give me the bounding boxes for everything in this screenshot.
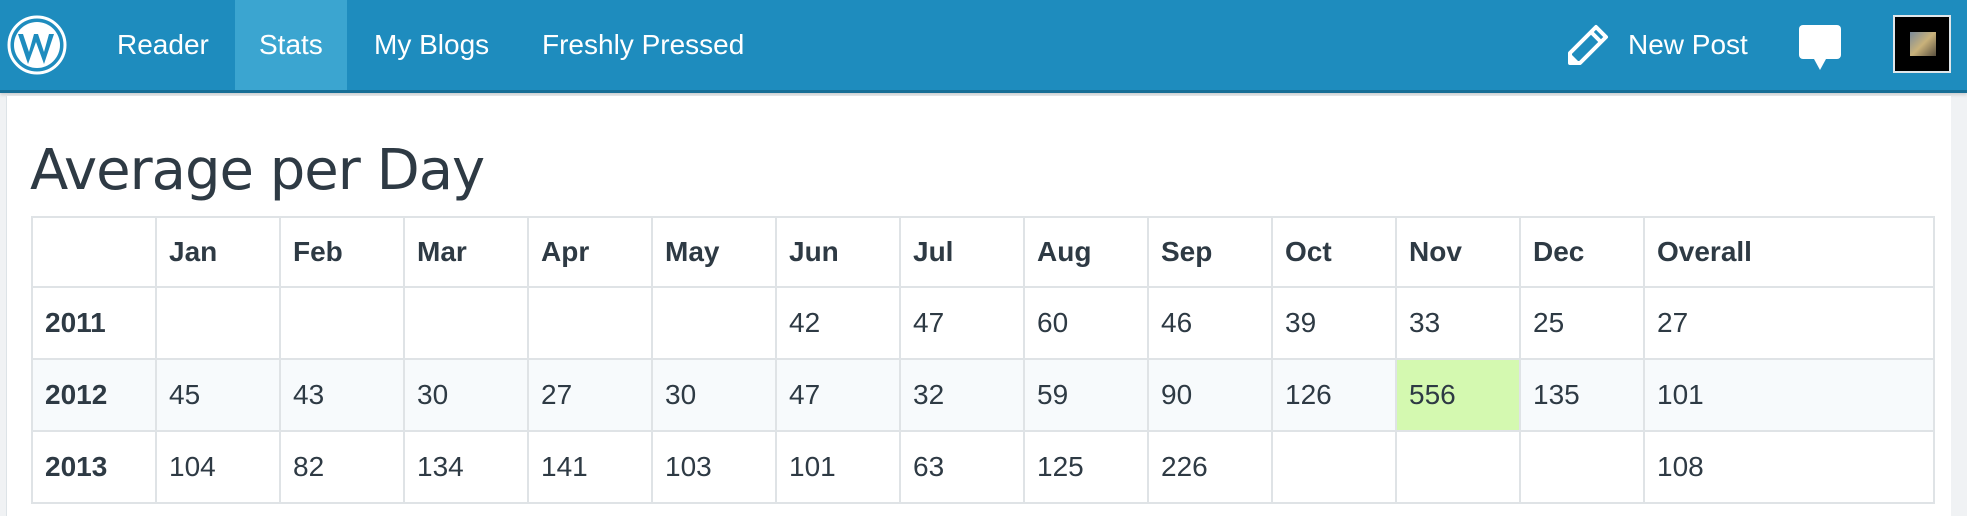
table-cell: 556 — [1395, 358, 1521, 432]
table-cell: 42 — [775, 286, 901, 360]
table-cell: 39 — [1271, 286, 1397, 360]
table-cell: 60 — [1023, 286, 1149, 360]
column-header: Sep — [1147, 216, 1273, 288]
wordpress-logo-icon[interactable] — [6, 14, 68, 76]
table-cell — [1271, 430, 1397, 504]
column-header: Dec — [1519, 216, 1645, 288]
nav-freshly-pressed[interactable]: Freshly Pressed — [542, 29, 745, 60]
column-header: May — [651, 216, 777, 288]
table-cell — [527, 286, 653, 360]
column-header: Oct — [1271, 216, 1397, 288]
nav-stats[interactable]: Stats — [235, 0, 347, 90]
new-post-button[interactable]: New Post — [1566, 0, 1748, 90]
table-cell: 27 — [527, 358, 653, 432]
average-per-day-table: Jan Feb Mar Apr May Jun Jul Aug Sep Oct Nov Dec Over… — [31, 216, 1935, 504]
table-cell: 30 — [651, 358, 777, 432]
table-cell: 134 — [403, 430, 529, 504]
row-year: 2011 — [31, 286, 157, 360]
table-cell: 108 — [1643, 430, 1935, 504]
pencil-icon — [1568, 25, 1608, 65]
table-cell: 45 — [155, 358, 281, 432]
table-cell — [155, 286, 281, 360]
table-cell: 63 — [899, 430, 1025, 504]
table-cell: 43 — [279, 358, 405, 432]
new-post-label: New Post — [1628, 29, 1748, 60]
table-cell: 101 — [775, 430, 901, 504]
table-cell: 32 — [899, 358, 1025, 432]
table-cell: 141 — [527, 430, 653, 504]
table-cell: 82 — [279, 430, 405, 504]
table-row: 2013 104 82 134 141 103 101 63 125 226 108 — [31, 430, 1935, 504]
table-cell: 104 — [155, 430, 281, 504]
table-row: 2011 42 47 60 46 39 33 25 27 — [31, 286, 1935, 360]
table-cell — [1395, 430, 1521, 504]
table-cell: 33 — [1395, 286, 1521, 360]
table-cell: 126 — [1271, 358, 1397, 432]
page-title: Average per Day — [30, 138, 485, 203]
avatar-image — [1910, 32, 1936, 56]
table-cell: 125 — [1023, 430, 1149, 504]
table-cell: 47 — [775, 358, 901, 432]
table-cell: 90 — [1147, 358, 1273, 432]
table-cell: 47 — [899, 286, 1025, 360]
table-cell — [279, 286, 405, 360]
table-cell: 103 — [651, 430, 777, 504]
column-header: Jan — [155, 216, 281, 288]
table-row: 2012 45 43 30 27 30 47 32 59 90 126 556 135 101 — [31, 358, 1935, 432]
table-cell: 46 — [1147, 286, 1273, 360]
nav-my-blogs[interactable]: My Blogs — [374, 29, 490, 60]
table-cell: 101 — [1643, 358, 1935, 432]
column-header: Aug — [1023, 216, 1149, 288]
top-navbar: Reader Stats My Blogs Freshly Pressed Ne… — [0, 0, 1967, 93]
nav-reader[interactable]: Reader — [117, 29, 209, 60]
column-header: Nov — [1395, 216, 1521, 288]
row-year: 2012 — [31, 358, 157, 432]
column-header: Jun — [775, 216, 901, 288]
column-header: Overall — [1643, 216, 1935, 288]
column-header: Feb — [279, 216, 405, 288]
notifications-icon[interactable] — [1798, 24, 1842, 72]
table-cell: 30 — [403, 358, 529, 432]
table-cell: 27 — [1643, 286, 1935, 360]
row-year: 2013 — [31, 430, 157, 504]
column-header: Mar — [403, 216, 529, 288]
table-cell: 135 — [1519, 358, 1645, 432]
table-cell — [403, 286, 529, 360]
table-header-row: Jan Feb Mar Apr May Jun Jul Aug Sep Oct Nov Dec Over… — [31, 216, 1935, 288]
column-header: Jul — [899, 216, 1025, 288]
table-cell — [1519, 430, 1645, 504]
table-cell: 226 — [1147, 430, 1273, 504]
table-cell — [651, 286, 777, 360]
column-header: Apr — [527, 216, 653, 288]
table-cell: 59 — [1023, 358, 1149, 432]
column-header — [31, 216, 157, 288]
avatar[interactable] — [1893, 15, 1951, 73]
table-cell: 25 — [1519, 286, 1645, 360]
